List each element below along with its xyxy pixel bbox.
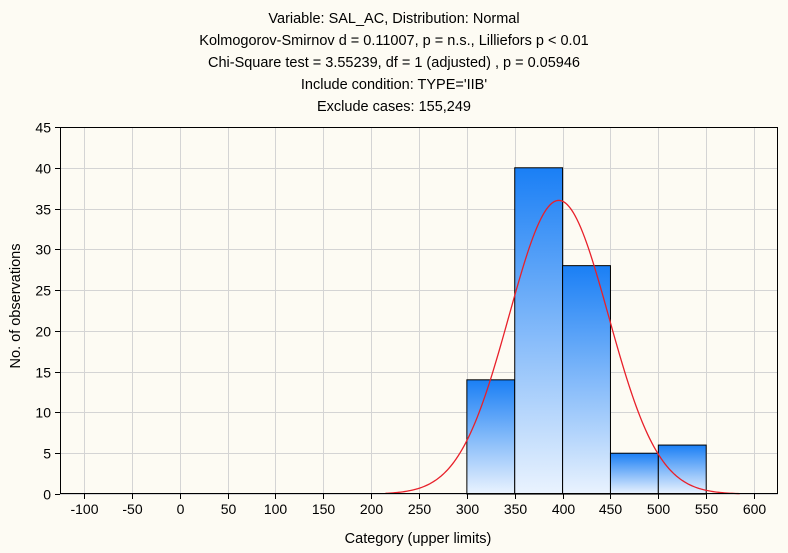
title-line-include-condition: Include condition: TYPE='IIB' [300, 77, 488, 93]
x-tick-label: 150 [312, 501, 336, 517]
x-tick-label: -50 [122, 501, 142, 517]
histogram-bar [514, 167, 564, 495]
y-tick-label: 45 [35, 120, 51, 136]
x-tick-label: 250 [408, 501, 432, 517]
title-line-ks-test: Kolmogorov-Smirnov d = 0.11007, p = n.s.… [199, 33, 589, 49]
x-tick-label: 100 [264, 501, 288, 517]
x-tick-label: 500 [647, 501, 671, 517]
x-tick-label: 400 [552, 501, 576, 517]
x-tick-label: 0 [177, 501, 185, 517]
y-tick-label: 10 [35, 405, 51, 421]
chart-title-block: Variable: SAL_AC, Distribution: Normal K… [0, 8, 788, 118]
x-tick-label: 550 [695, 501, 719, 517]
y-tick-label: 25 [35, 283, 51, 299]
x-axis-label: Category (upper limits) [345, 531, 492, 547]
normal-fit-curve [385, 199, 740, 495]
y-tick-label: 30 [35, 242, 51, 258]
y-tick-label: 5 [43, 446, 51, 462]
title-line-variable: Variable: SAL_AC, Distribution: Normal [268, 11, 520, 27]
x-tick-label: 50 [221, 501, 237, 517]
x-tick-label: 200 [360, 501, 384, 517]
title-line-chi-square: Chi-Square test = 3.55239, df = 1 (adjus… [207, 55, 580, 71]
y-tick-label: 15 [35, 365, 51, 381]
plot-frame [60, 127, 778, 494]
x-tick-label: 600 [743, 501, 767, 517]
y-axis-label: No. of observations [8, 244, 24, 369]
histogram-bar [562, 265, 611, 495]
x-tick-label: -100 [70, 501, 98, 517]
x-tick-label: 350 [504, 501, 528, 517]
y-tick-label: 40 [35, 161, 51, 177]
y-tick-label: 0 [43, 487, 51, 503]
y-tick-label: 20 [35, 324, 51, 340]
histogram-bar [466, 379, 516, 495]
x-tick-label: 300 [456, 501, 480, 517]
title-line-exclude-cases: Exclude cases: 155,249 [317, 99, 471, 115]
x-tick-label: 450 [599, 501, 623, 517]
y-tick-label: 35 [35, 202, 51, 218]
histogram-bar [609, 452, 659, 495]
histogram-bar [657, 444, 707, 495]
